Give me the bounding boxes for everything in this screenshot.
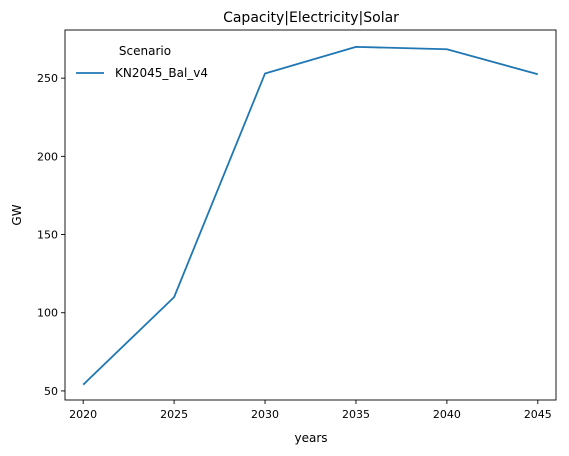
x-tick-label: 2030 (251, 408, 279, 421)
legend-title: Scenario (119, 44, 171, 58)
x-tick-label: 2035 (342, 408, 370, 421)
y-tick-label: 150 (37, 229, 58, 242)
y-tick-label: 200 (37, 150, 58, 163)
y-tick-label: 50 (44, 385, 58, 398)
y-axis-label: GW (10, 204, 24, 225)
chart-title: Capacity|Electricity|Solar (223, 10, 399, 26)
x-tick-label: 2045 (524, 408, 552, 421)
x-tick-label: 2025 (160, 408, 188, 421)
x-tick-label: 2040 (433, 408, 461, 421)
plot-area (64, 29, 557, 401)
series-line-0 (82, 45, 539, 386)
x-axis-label: years (294, 431, 327, 445)
series-layer (82, 45, 539, 386)
y-tick-label: 100 (37, 307, 58, 320)
x-axis: 2020 2025 2030 2035 2040 2045 (69, 400, 552, 421)
y-tick-label: 250 (37, 72, 58, 85)
legend: Scenario KN2045_Bal_v4 (76, 44, 208, 80)
y-axis: 50 100 150 200 250 (37, 72, 65, 398)
x-tick-label: 2020 (69, 408, 97, 421)
legend-entry-label: KN2045_Bal_v4 (115, 66, 208, 80)
